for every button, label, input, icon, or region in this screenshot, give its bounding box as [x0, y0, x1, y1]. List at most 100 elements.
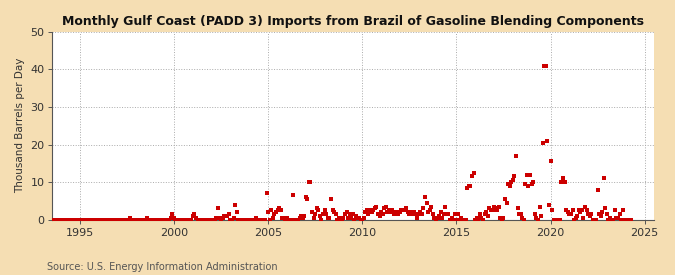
Point	[595, 214, 606, 218]
Point	[586, 212, 597, 216]
Point	[348, 212, 358, 216]
Point	[446, 216, 457, 220]
Point	[59, 218, 70, 222]
Point	[438, 212, 449, 216]
Point	[426, 204, 437, 209]
Point	[128, 218, 138, 222]
Point	[497, 218, 508, 222]
Point	[404, 212, 414, 216]
Point	[207, 218, 217, 222]
Point	[594, 212, 605, 216]
Point	[398, 208, 408, 213]
Point	[246, 218, 256, 222]
Point	[63, 218, 74, 222]
Point	[99, 218, 110, 222]
Point	[427, 212, 438, 216]
Point	[264, 218, 275, 222]
Point	[379, 206, 389, 211]
Point	[332, 218, 343, 222]
Point	[197, 218, 208, 222]
Point	[603, 218, 614, 222]
Point	[62, 218, 73, 222]
Point	[106, 218, 117, 222]
Point	[543, 202, 554, 207]
Point	[101, 218, 112, 222]
Point	[281, 216, 292, 220]
Point	[205, 218, 215, 222]
Point	[625, 218, 636, 222]
Point	[421, 200, 432, 205]
Point	[192, 218, 203, 222]
Point	[222, 214, 233, 218]
Point	[118, 218, 129, 222]
Point	[117, 218, 128, 222]
Point	[40, 218, 51, 222]
Point	[500, 197, 510, 201]
Point	[340, 212, 350, 216]
Point	[294, 216, 305, 220]
Point	[335, 218, 346, 222]
Point	[215, 218, 226, 222]
Point	[511, 154, 522, 158]
Point	[93, 218, 104, 222]
Point	[349, 218, 360, 222]
Point	[459, 218, 470, 222]
Point	[198, 218, 209, 222]
Point	[520, 182, 531, 186]
Point	[186, 218, 196, 222]
Point	[429, 216, 439, 220]
Point	[558, 176, 568, 181]
Point	[324, 216, 335, 220]
Point	[300, 195, 311, 199]
Point	[437, 216, 448, 220]
Point	[506, 180, 517, 184]
Point	[315, 214, 325, 218]
Point	[357, 218, 368, 222]
Point	[78, 218, 88, 222]
Point	[211, 216, 222, 220]
Point	[516, 212, 526, 216]
Point	[610, 208, 620, 213]
Point	[319, 208, 330, 213]
Point	[304, 180, 315, 184]
Point	[612, 216, 623, 220]
Point	[517, 216, 528, 220]
Text: Source: U.S. Energy Information Administration: Source: U.S. Energy Information Administ…	[47, 262, 278, 272]
Point	[180, 218, 190, 222]
Point	[578, 216, 589, 220]
Point	[566, 212, 576, 216]
Point	[476, 216, 487, 220]
Point	[431, 218, 441, 222]
Point	[288, 193, 298, 197]
Point	[374, 214, 385, 218]
Point	[344, 212, 355, 216]
Point	[485, 208, 496, 213]
Point	[321, 212, 331, 216]
Point	[67, 218, 78, 222]
Point	[163, 218, 173, 222]
Point	[367, 210, 377, 214]
Point	[580, 204, 591, 209]
Point	[606, 218, 617, 222]
Point	[487, 208, 498, 213]
Point	[389, 210, 400, 214]
Point	[393, 212, 404, 216]
Point	[545, 159, 556, 164]
Point	[267, 216, 278, 220]
Point	[299, 214, 310, 218]
Point	[531, 216, 542, 220]
Point	[259, 218, 270, 222]
Point	[159, 218, 170, 222]
Point	[587, 218, 598, 222]
Point	[479, 212, 490, 216]
Point	[465, 184, 476, 188]
Point	[598, 176, 609, 181]
Point	[280, 218, 291, 222]
Point	[456, 216, 466, 220]
Point	[122, 218, 132, 222]
Point	[98, 218, 109, 222]
Point	[425, 208, 435, 213]
Point	[452, 212, 463, 216]
Point	[568, 218, 579, 222]
Point	[346, 216, 356, 220]
